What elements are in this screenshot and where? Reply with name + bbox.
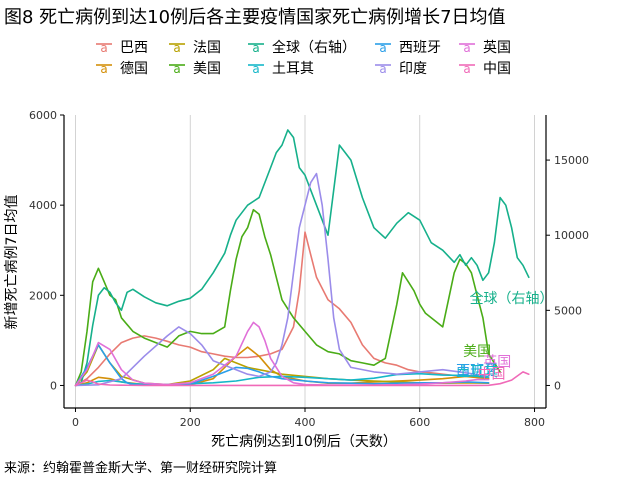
legend-glyph: a [252, 62, 259, 76]
series-line-8 [74, 321, 490, 387]
x-tick-label: 600 [409, 416, 430, 429]
series-line-0 [74, 231, 490, 387]
y-tick-label: 0 [50, 379, 57, 392]
legend-glyph: a [173, 62, 180, 76]
legend-item-5: a 土耳其 [248, 61, 314, 77]
series-line-5 [74, 372, 490, 387]
legend-glyph: a [379, 62, 386, 76]
legend-item-2: a 法国 [169, 40, 221, 56]
source-note: 来源：约翰霍普金斯大学、第一财经研究院计算 [4, 461, 278, 476]
series-line-7 [74, 172, 490, 387]
legend-glyph: a [379, 41, 386, 55]
legend-glyph: a [100, 62, 107, 76]
legend-item-1: a 德国 [96, 61, 148, 77]
chart-title: 图8 死亡病例到达10例后各主要疫情国家死亡病例增长7日均值 [4, 7, 506, 28]
annotation-label-0: 全球（右轴） [470, 290, 554, 307]
legend-item-9: a 中国 [459, 61, 511, 77]
y-tick-label: 2000 [29, 289, 57, 302]
x-tick-label: 800 [524, 416, 545, 429]
legend-glyph: a [100, 41, 107, 55]
annotation-label-1: 美国 [463, 344, 491, 360]
legend-label-2: 法国 [193, 40, 221, 56]
series-line-4 [74, 129, 530, 387]
legend-item-8: a 英国 [459, 39, 511, 56]
legend-label-0: 巴西 [120, 40, 148, 56]
x-tick-label: 400 [295, 416, 316, 429]
series-line-6 [74, 344, 490, 387]
legend-label-6: 西班牙 [399, 40, 441, 56]
axes: 0 200 400 600 800 0 2000 4000 6000 0 5000 10000 1500… [29, 109, 589, 429]
series-line-1 [74, 346, 490, 387]
legend-label-3: 美国 [193, 61, 221, 77]
legend-item-4: a 全球（右轴） [248, 39, 356, 56]
annotation-label-3: 西班牙 [456, 363, 498, 379]
legend-glyph: a [173, 41, 180, 55]
legend-glyph: a [252, 41, 259, 55]
series-line-3 [74, 208, 501, 387]
annotation-label-2: 英国 [483, 354, 511, 371]
annotation-label-4: 土耳其 [456, 364, 498, 380]
series-lines [74, 129, 530, 387]
x-axis-label: 死亡病例达到10例后（天数） [211, 434, 397, 450]
legend-label-5: 土耳其 [272, 61, 314, 77]
series-line-2 [74, 344, 490, 387]
y2-tick-label: 10000 [554, 229, 589, 242]
legend-glyph: a [463, 62, 470, 76]
y2-tick-label: 5000 [554, 304, 582, 317]
legend-label-8: 英国 [483, 39, 511, 56]
legend-label-1: 德国 [120, 61, 148, 77]
y2-tick-label: 0 [554, 379, 561, 392]
legend-glyph: a [463, 41, 470, 55]
legend-item-3: a 美国 [169, 61, 221, 77]
y-axis-label: 新增死亡病例7日均值 [4, 195, 20, 330]
legend-item-6: a 西班牙 [375, 40, 441, 56]
legend-item-7: a 印度 [375, 61, 427, 77]
x-tick-label: 0 [72, 416, 79, 429]
x-tick-label: 200 [180, 416, 201, 429]
legend: a 巴西 a 德国 a 法国 a 美国 a 全球（右轴） a 土耳其 a 西班牙 a 印度 a 英国 a 中国 [96, 39, 511, 77]
y-tick-label: 4000 [29, 199, 57, 212]
y-tick-label: 6000 [29, 109, 57, 122]
gridlines [75, 115, 535, 408]
series-line-9 [74, 371, 530, 387]
legend-label-4: 全球（右轴） [272, 39, 356, 56]
y2-tick-label: 15000 [554, 154, 589, 167]
annotation-label-5: 中国 [477, 367, 505, 383]
legend-label-7: 印度 [399, 61, 427, 77]
legend-label-9: 中国 [483, 61, 511, 77]
legend-item-0: a 巴西 [96, 40, 148, 56]
